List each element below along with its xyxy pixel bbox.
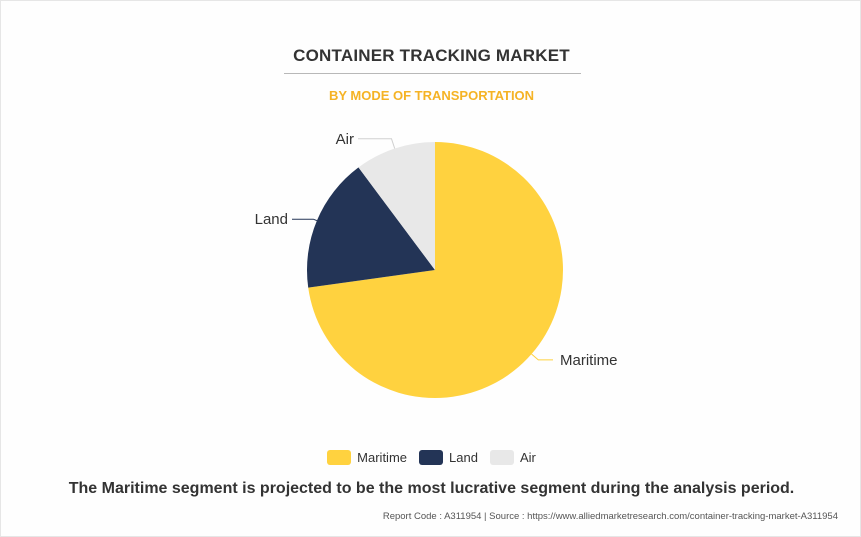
slice-label-land: Land xyxy=(255,211,288,228)
leader-line-land xyxy=(292,218,318,222)
slice-label-maritime: Maritime xyxy=(560,352,618,369)
legend-swatch-land xyxy=(419,450,444,465)
legend-label-land: Land xyxy=(449,450,478,465)
slice-label-air: Air xyxy=(336,131,354,148)
legend-swatch-air xyxy=(489,450,514,465)
legend-label-air: Air xyxy=(519,450,536,465)
report-source-footer: Report Code : A311954 | Source : https:/… xyxy=(382,511,838,522)
chart-legend: Maritime Land Air xyxy=(1,450,861,465)
pie-slice-land xyxy=(306,167,435,288)
legend-swatch-maritime xyxy=(327,450,352,465)
legend-item-air: Air xyxy=(489,450,536,465)
chart-title: CONTAINER TRACKING MARKET xyxy=(293,46,570,65)
leader-line-maritime xyxy=(531,353,553,361)
pie-slice-air xyxy=(358,142,435,270)
pie-slice-maritime xyxy=(308,142,563,398)
chart-subtitle: BY MODE OF TRANSPORTATION xyxy=(328,88,535,103)
leader-line-air xyxy=(358,138,396,149)
title-underline xyxy=(284,73,581,74)
legend-item-land: Land xyxy=(419,450,478,465)
chart-headline: The Maritime segment is projected to be … xyxy=(68,480,795,497)
legend-item-maritime: Maritime xyxy=(327,450,407,465)
legend-label-maritime: Maritime xyxy=(357,450,408,465)
pie-chart: Maritime Land Air xyxy=(255,131,618,398)
